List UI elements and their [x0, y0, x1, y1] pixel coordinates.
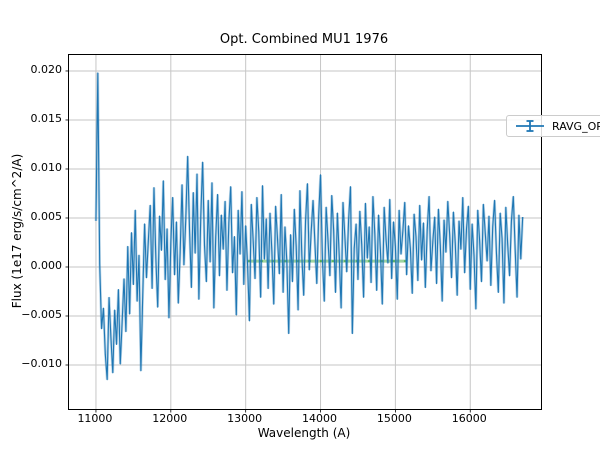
plot-canvas: [65, 55, 541, 413]
axis-tick-marks: [65, 70, 471, 413]
errorbar-legend-icon: [516, 120, 544, 132]
legend-label: RAVG_OPT: [552, 119, 600, 133]
x-tick-label: 12000: [152, 412, 188, 425]
x-tick-label: 16000: [451, 412, 487, 425]
x-tick-label: 13000: [227, 412, 263, 425]
y-tick-label: −0.005: [21, 308, 62, 322]
data-series: [94, 72, 524, 381]
y-tick-label: 0.000: [30, 259, 63, 273]
x-tick-label: 11000: [77, 412, 113, 425]
y-tick-label: 0.020: [30, 63, 63, 77]
legend: RAVG_OPT: [506, 115, 600, 137]
y-tick-label: 0.005: [30, 210, 63, 224]
x-axis-label: Wavelength (A): [257, 426, 351, 440]
y-axis-label: Flux (1e17 erg/s/cm^2/A): [10, 153, 24, 309]
x-tick-label: 15000: [376, 412, 412, 425]
plot-title: Opt. Combined MU1 1976: [219, 32, 389, 47]
y-tick-label: 0.015: [30, 112, 63, 126]
y-tick-label: 0.010: [30, 161, 63, 175]
y-tick-label: −0.010: [21, 357, 62, 371]
spectrum-line: [95, 72, 524, 381]
plot-area: RAVG_OPT: [65, 54, 600, 413]
x-tick-label: 14000: [302, 412, 338, 425]
